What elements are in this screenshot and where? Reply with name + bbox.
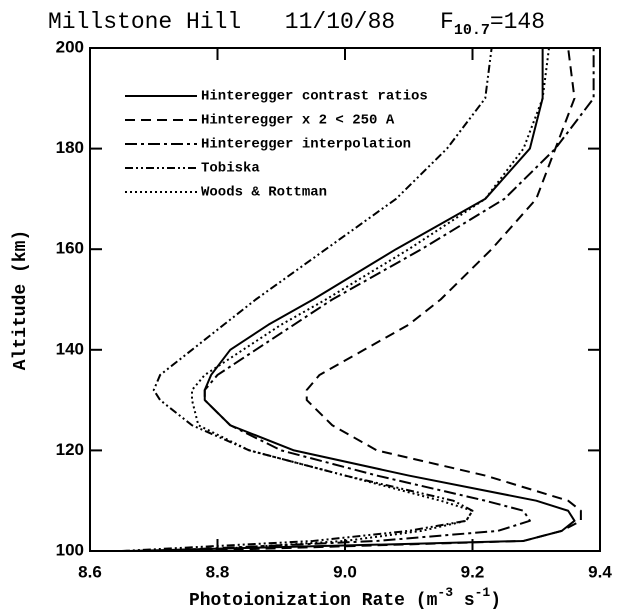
x-tick-label: 9.0	[333, 562, 357, 581]
data-line	[153, 48, 595, 552]
x-label-part: s	[453, 591, 475, 611]
y-tick-label: 100	[56, 540, 84, 559]
legend-label: Hinteregger contrast ratios	[201, 89, 428, 105]
legend-label: Tobiska	[201, 161, 260, 177]
legend-label: Woods & Rottman	[201, 185, 327, 201]
data-line	[121, 47, 493, 552]
x-label-part: -1	[475, 585, 491, 600]
y-tick-label: 120	[56, 440, 84, 459]
annotation: F10.7=148	[440, 9, 545, 39]
y-tick-label: 140	[56, 339, 84, 358]
x-tick-label: 8.6	[78, 562, 102, 581]
annotation-part: =148	[490, 9, 545, 35]
chart-title: Millstone Hill	[48, 9, 241, 35]
x-label-part: )	[490, 591, 501, 611]
legend-label: Hinteregger interpolation	[201, 137, 411, 153]
data-line	[185, 47, 582, 552]
x-label-part: -3	[437, 585, 453, 600]
annotation-part: 10.7	[454, 22, 490, 39]
x-axis-label: Photoionization Rate (m-3 s-1)	[189, 585, 501, 610]
y-tick-label: 160	[56, 239, 84, 258]
legend-label: Hinteregger x 2 < 250 A	[201, 113, 395, 129]
x-tick-label: 8.8	[206, 562, 230, 581]
annotation-part: F	[440, 9, 454, 35]
x-tick-label: 9.4	[588, 562, 612, 581]
y-tick-label: 180	[56, 138, 84, 157]
x-tick-label: 9.2	[461, 562, 485, 581]
chart-subtitle: 11/10/88	[285, 9, 395, 35]
y-tick-label: 200	[56, 37, 84, 56]
y-axis-label: Altitude (km)	[11, 230, 31, 370]
x-label-part: Photoionization Rate (m	[189, 591, 438, 611]
